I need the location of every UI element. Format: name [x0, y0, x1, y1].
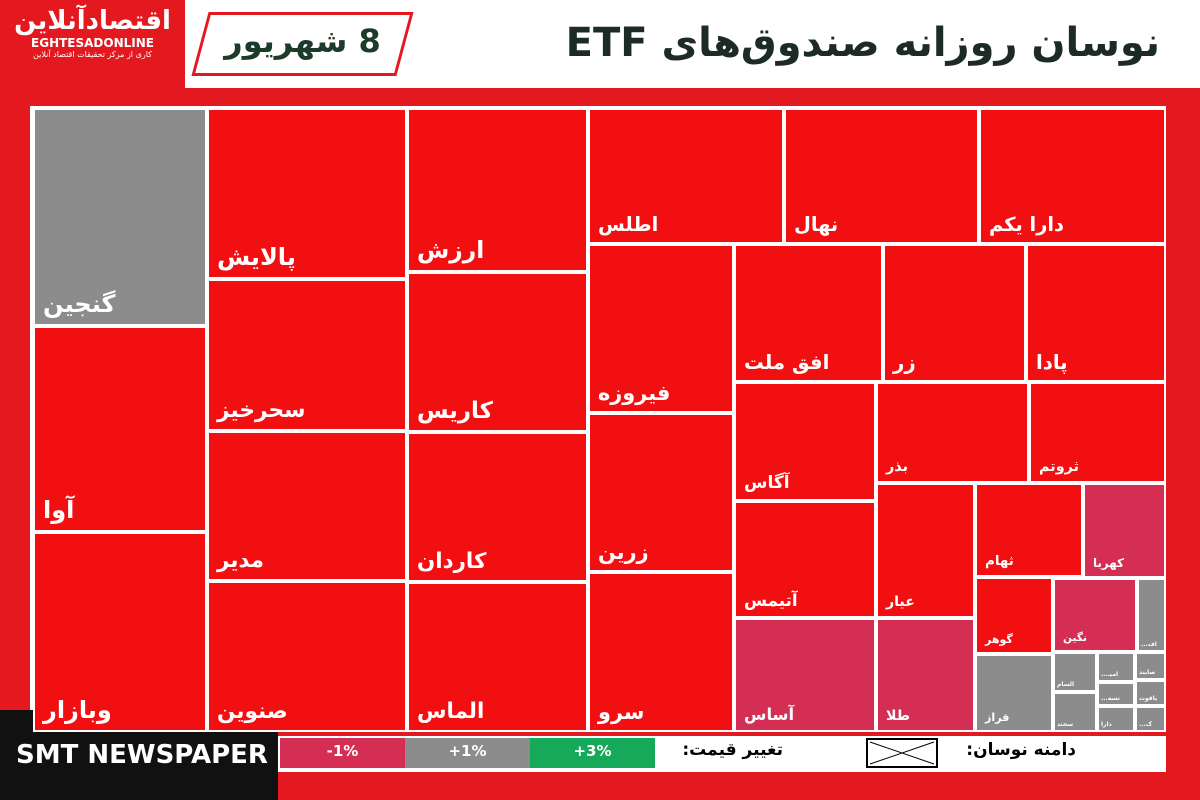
cell-label: ثهام — [985, 554, 1014, 569]
range-icon — [866, 738, 938, 768]
cell-label: کاردان — [417, 549, 487, 574]
cell: آگاس — [734, 382, 876, 501]
cell: آوا — [33, 326, 207, 532]
cell: سرو — [588, 572, 734, 732]
cell: اطلس — [588, 108, 784, 244]
cell-label: آگاس — [744, 473, 790, 493]
legend-label: +3% — [573, 742, 612, 760]
cell: صایند — [1135, 652, 1166, 680]
cell-label: ک... — [1139, 721, 1152, 728]
cell-label: فراز — [985, 711, 1010, 724]
cell: فراز — [975, 654, 1053, 732]
cell: آتیمس — [734, 501, 876, 618]
cell-label: دارا یکم — [989, 213, 1064, 236]
cell-label: سرو — [598, 700, 645, 724]
cell: ارزش — [407, 108, 588, 272]
logo-latin: EGHTESADONLINE — [31, 36, 154, 50]
cell: دارا — [1097, 706, 1135, 732]
cell: السام — [1053, 652, 1097, 692]
range-label: دامنه نوسان: — [966, 740, 1076, 760]
cell-label: نگین — [1063, 632, 1087, 644]
cell-label: صنوین — [217, 699, 288, 724]
price-label: تغییر قیمت: — [682, 740, 783, 760]
cell: کاریس — [407, 272, 588, 432]
cell: ک... — [1135, 706, 1166, 732]
cell: کاردان — [407, 432, 588, 582]
cell: آساس — [734, 618, 876, 732]
cell: نهال — [784, 108, 979, 244]
cell-label: زرین — [598, 540, 649, 564]
legend-step: +1% — [405, 738, 530, 768]
legend-label: -1% — [326, 742, 359, 760]
cell: سحرخیز — [207, 279, 407, 431]
cell: مدیر — [207, 431, 407, 581]
cell-label: وبازار — [43, 696, 112, 724]
cell: نگین — [1053, 578, 1137, 652]
cell: زر — [883, 244, 1026, 382]
cell: زرین — [588, 413, 734, 572]
legend-step: +3% — [530, 738, 655, 768]
cell-label: گنجین — [43, 290, 116, 318]
cell-label: اف... — [1141, 641, 1157, 648]
cell-label: ارزش — [417, 236, 485, 264]
cell: سخند — [1053, 692, 1097, 732]
cell-label: السام — [1057, 681, 1075, 688]
cell-label: پادا — [1036, 351, 1068, 374]
cell: دارا یکم — [979, 108, 1166, 244]
cell-label: الماس — [417, 699, 485, 724]
cell-label: یاقوت — [1139, 695, 1158, 702]
cell: کهربا — [1083, 483, 1166, 578]
cell: پالایش — [207, 108, 407, 279]
cell-label: صایند — [1139, 669, 1156, 676]
cell-label: عیار — [886, 594, 915, 610]
logo-sub: کاری از مرکز تحقیقات اقتصاد آنلاین — [33, 50, 152, 59]
cell: پادا — [1026, 244, 1166, 382]
cell-label: نهال — [794, 213, 839, 236]
cell: یاقوت — [1135, 680, 1166, 706]
logo: اقتصادآنلاین EGHTESADONLINE کاری از مرکز… — [0, 0, 185, 88]
cell: ثروتم — [1029, 382, 1166, 483]
cell: گنجین — [33, 108, 207, 326]
cell-label: سخند — [1057, 721, 1074, 728]
cell-label: دارا — [1101, 721, 1112, 728]
cell: طلا — [876, 618, 975, 732]
cell: بذر — [876, 382, 1029, 483]
cell: تسه... — [1097, 682, 1135, 706]
cell-label: امیـ... — [1101, 671, 1119, 678]
cell: عیار — [876, 483, 975, 618]
cell-label: آساس — [744, 705, 795, 724]
cell-label: طلا — [886, 708, 911, 724]
cell-label: کهربا — [1093, 556, 1124, 570]
cell-label: مدیر — [217, 548, 264, 573]
cell-label: افق ملت — [744, 351, 830, 374]
cell-label: آتیمس — [744, 590, 798, 610]
cell-label: گوهر — [985, 633, 1013, 646]
cell: وبازار — [33, 532, 207, 732]
legend-step: -1% — [280, 738, 405, 768]
cell: گوهر — [975, 577, 1053, 654]
cell: ثهام — [975, 483, 1083, 577]
cell-label: پالایش — [217, 243, 296, 271]
logo-text: اقتصادآنلاین — [14, 6, 171, 36]
cell: الماس — [407, 582, 588, 732]
cell: اف... — [1137, 578, 1166, 652]
cell-label: تسه... — [1101, 695, 1120, 702]
cell-label: بذر — [886, 459, 909, 475]
cell-label: اطلس — [598, 213, 659, 236]
cell: فیروزه — [588, 244, 734, 413]
cell-label: آوا — [43, 496, 75, 524]
cell-label: کاریس — [417, 398, 493, 424]
cell-label: فیروزه — [598, 381, 671, 405]
cell: افق ملت — [734, 244, 883, 382]
title: نوسان روزانه صندوق‌های ETF — [565, 20, 1160, 66]
cell: صنوین — [207, 581, 407, 732]
cell-label: سحرخیز — [217, 398, 306, 423]
cell: امیـ... — [1097, 652, 1135, 682]
cell-label: زر — [893, 351, 916, 374]
cell-label: ثروتم — [1039, 459, 1080, 475]
legend-label: +1% — [448, 742, 487, 760]
date: 8 شهریور — [224, 22, 381, 60]
